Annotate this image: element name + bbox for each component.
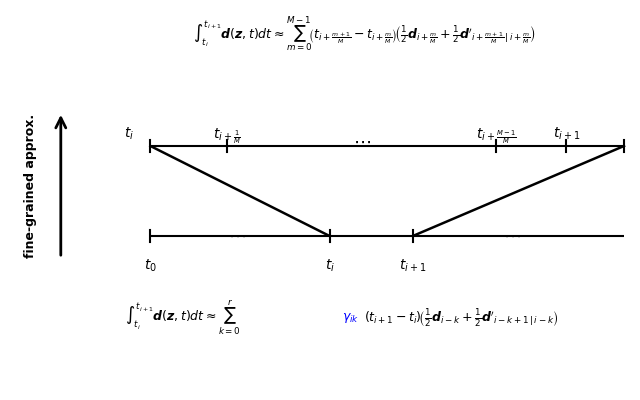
Text: $t_0$: $t_0$ [144,258,157,274]
Text: $t_{i+1}$: $t_{i+1}$ [553,126,580,142]
Text: fine-grained approx.: fine-grained approx. [24,114,37,258]
Text: $\int_{t_i}^{t_{i+1}} \boldsymbol{d}(\boldsymbol{z},t)dt \approx \sum_{m=0}^{M-1: $\int_{t_i}^{t_{i+1}} \boldsymbol{d}(\bo… [193,14,536,54]
Text: $t_{i+\frac{1}{M}}$: $t_{i+\frac{1}{M}}$ [213,126,241,146]
Text: $t_i$: $t_i$ [124,126,134,142]
Text: $\gamma_{ik}$: $\gamma_{ik}$ [342,311,360,325]
Text: $\int_{t_i}^{t_{i+1}} \boldsymbol{d}(\boldsymbol{z},t)dt \approx \sum_{k=0}^{r}$: $\int_{t_i}^{t_{i+1}} \boldsymbol{d}(\bo… [125,299,241,337]
Text: $\cdots$: $\cdots$ [353,133,371,151]
Text: $t_{i+1}$: $t_{i+1}$ [399,258,426,274]
Text: $(t_{i+1}-t_i)\!\left(\frac{1}{2}\boldsymbol{d}_{i-k} + \frac{1}{2}\boldsymbol{d: $(t_{i+1}-t_i)\!\left(\frac{1}{2}\boldsy… [364,307,558,329]
Text: $t_{i+\frac{M-1}{M}}$: $t_{i+\frac{M-1}{M}}$ [476,126,516,146]
Text: $\cdots$: $\cdots$ [228,227,246,245]
Text: $\cdots$: $\cdots$ [503,227,521,245]
Text: $t_i$: $t_i$ [324,258,335,274]
